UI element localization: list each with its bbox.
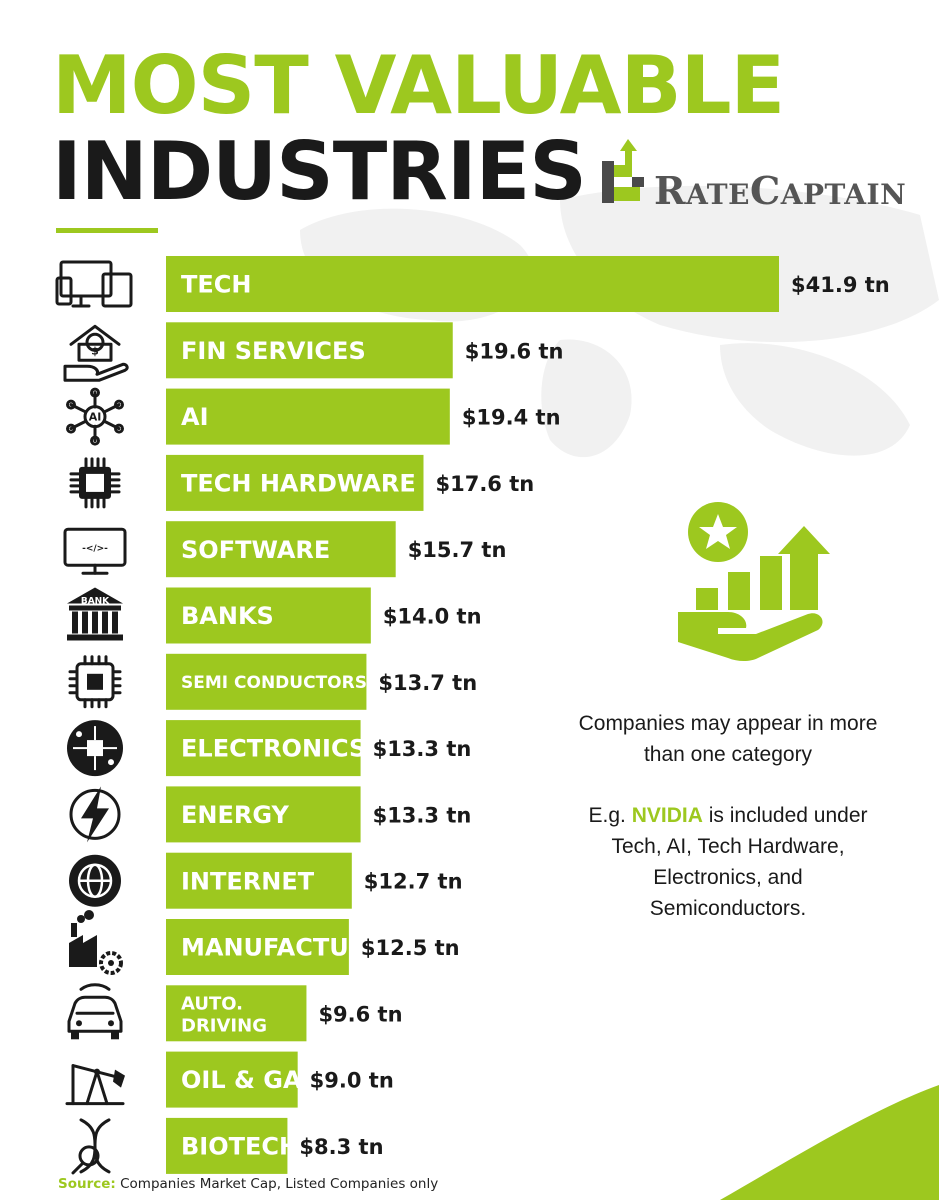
bar-label: MANUFACTURING: [181, 934, 416, 962]
car-icon: [67, 983, 123, 1040]
bar-row-biotech: BIOTECH $8.3 tn: [71, 1117, 384, 1175]
bar: [166, 1051, 298, 1108]
bar-label: SEMI CONDUCTORS: [181, 673, 367, 693]
bar-row-electronics: ELECTRONICS $13.3 tn: [67, 720, 472, 777]
value-label: $9.0 tn: [310, 1069, 394, 1093]
title-line-1: MOST VALUABLE: [52, 39, 785, 132]
icon-label: BANK: [81, 597, 110, 607]
note-nvidia-example: E.g. NVIDIA is included under Tech, AI, …: [578, 800, 878, 924]
logo-letter-r: R: [654, 168, 687, 213]
bar-row-ai: AI $19.4 tn AI: [66, 387, 561, 446]
factory-icon: [69, 910, 123, 975]
logo-wordmark: RATECAPTAIN: [654, 168, 906, 213]
note-suffix: is included under Tech, AI, Tech Hardwar…: [611, 804, 868, 920]
value-label: $13.3 tn: [373, 737, 472, 761]
logo-letter-c: C: [749, 168, 781, 213]
devices-icon: [55, 260, 133, 308]
bar-row-semi-conductors: SEMI CONDUCTORS $13.7 tn: [68, 653, 477, 710]
bar: [166, 388, 450, 445]
bar-label: OIL & GAS: [181, 1066, 319, 1094]
bar-label: TECH: [181, 271, 251, 299]
bank-icon: BANK: [67, 587, 123, 641]
bar-label: BANKS: [181, 602, 274, 630]
note-nvidia-highlight: NVIDIA: [631, 804, 703, 827]
bar-row-auto-driving: AUTO. DRIVING $9.6 tn: [67, 983, 403, 1042]
title-underline: [56, 228, 158, 233]
electronics-circuit-icon: [67, 720, 123, 777]
bar-label: ENERGY: [181, 801, 290, 829]
oil-pump-icon: [65, 1064, 125, 1106]
globe-icon: [69, 854, 121, 907]
chip-icon: [69, 457, 121, 509]
bar: [166, 852, 352, 909]
bar-label: AUTO. DRIVING: [181, 993, 267, 1036]
energy-bolt-icon: [69, 786, 121, 843]
bar: [166, 720, 361, 777]
bar-row-manufacturing: MANUFACTURING$12.5 tn: [69, 910, 460, 975]
bar: [166, 1117, 288, 1174]
note-multiple-categories: Companies may appear in more than one ca…: [578, 712, 878, 766]
growth-hand-star-icon: [678, 502, 830, 661]
bar-label: ELECTRONICS: [181, 735, 366, 763]
dna-icon: [71, 1118, 111, 1175]
value-label: $13.3 tn: [373, 803, 472, 827]
bar-row-fin-services: FIN SERVICES $19.6 tn $: [63, 322, 564, 382]
value-label: $14.0 tn: [383, 605, 482, 629]
bar-label: AI: [181, 403, 209, 431]
bar-row-tech-hardware: TECH HARDWARE $17.6 tn: [69, 454, 534, 511]
code-monitor-icon: -</>-: [63, 527, 127, 575]
bar-row-internet: INTERNET $12.7 tn: [69, 852, 463, 909]
bar: [166, 985, 307, 1042]
ai-network-icon: AI: [66, 387, 124, 446]
source-text: Companies Market Cap, Listed Companies o…: [115, 1176, 439, 1192]
bar: [166, 454, 424, 511]
bar-label: SOFTWARE: [181, 536, 330, 564]
value-label: $17.6 tn: [435, 472, 534, 496]
map-landmass-3: [541, 339, 632, 458]
value-label: $12.7 tn: [364, 870, 463, 894]
value-label: $9.6 tn: [318, 1002, 402, 1026]
icon-label: AI: [89, 411, 102, 424]
value-label: $13.7 tn: [378, 671, 477, 695]
bar: [166, 521, 396, 578]
map-landmass-2: [720, 343, 910, 456]
rate-captain-logo-icon: [602, 139, 644, 203]
bar: [166, 786, 361, 843]
semiconductor-icon: [68, 655, 122, 709]
bar-label: BIOTECH: [181, 1133, 299, 1161]
bar-label: INTERNET: [181, 867, 315, 895]
title-line-2: INDUSTRIES: [52, 125, 587, 218]
icon-label: -</>-: [82, 544, 108, 554]
value-label: $41.9 tn: [791, 273, 890, 297]
bar-label: FIN SERVICES: [181, 337, 366, 365]
source-line: Source: Companies Market Cap, Listed Com…: [58, 1176, 438, 1192]
bar: [166, 587, 371, 644]
bar-row-oil-gas: OIL & GAS$9.0 tn: [65, 1051, 394, 1108]
bar: [166, 653, 367, 710]
value-label: $19.6 tn: [465, 339, 564, 363]
icon-label: $: [91, 344, 99, 357]
finance-hand-icon: $: [63, 324, 129, 382]
value-label: $15.7 tn: [408, 538, 507, 562]
bar-row-banks: BANKS $14.0 tn BANK: [67, 587, 482, 644]
bar: [166, 322, 453, 379]
value-label: $19.4 tn: [462, 406, 561, 430]
logo-letters-ate: ATE: [686, 178, 750, 211]
logo-letters-aptain: APTAIN: [780, 178, 907, 211]
note-prefix: E.g.: [588, 804, 632, 827]
bar-row-software: SOFTWARE $15.7 tn -</>-: [63, 521, 507, 578]
value-label: $8.3 tn: [299, 1135, 383, 1159]
bar: [166, 256, 779, 312]
value-label: $12.5 tn: [361, 936, 460, 960]
bar-row-energy: ENERGY $13.3 tn: [69, 786, 472, 843]
bar-row-tech: TECH $41.9 tn: [55, 256, 890, 312]
bar-label: TECH HARDWARE: [181, 470, 416, 498]
source-label: Source:: [58, 1176, 116, 1192]
bar: [166, 919, 349, 975]
